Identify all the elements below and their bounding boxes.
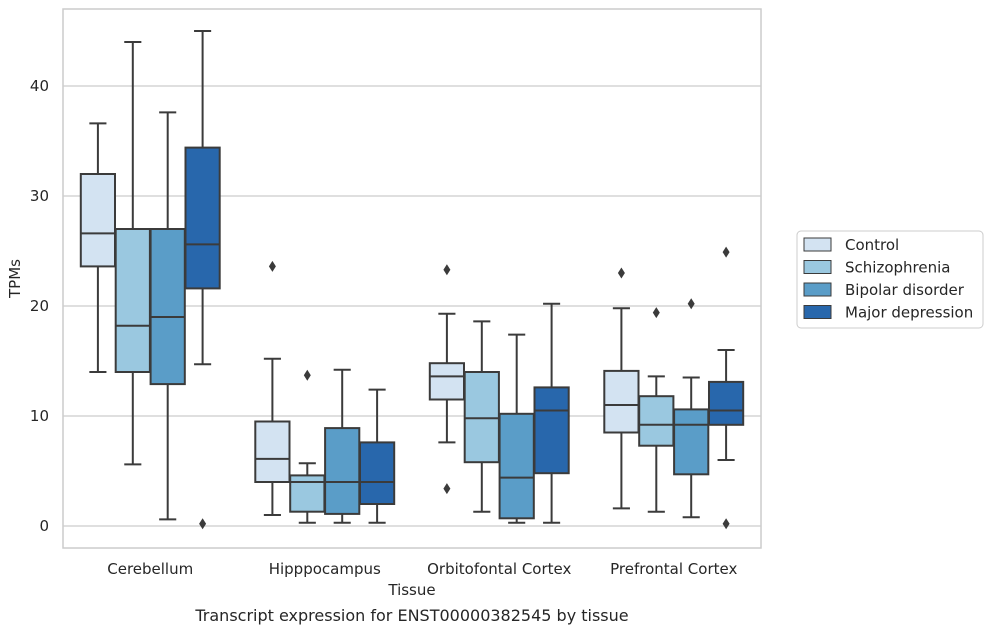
box-bipolar-disorder-cerebellum: [149, 111, 186, 521]
box-major-depression-cerebellum: [184, 30, 221, 530]
legend: Control Schizophrenia Bipolar disorder Majo…: [796, 230, 984, 329]
box-major-depression-prefrontal-cortex: [707, 246, 745, 530]
iqr-box: [603, 369, 640, 434]
y-axis-title: TPMs: [6, 259, 24, 299]
iqr-box: [289, 474, 326, 513]
outlier-point: [443, 264, 451, 276]
outlier-point: [617, 267, 625, 279]
outlier-point: [303, 369, 311, 381]
iqr-box: [79, 173, 117, 268]
box-bipolar-disorder-orbitofontal-cortex: [498, 333, 535, 524]
y-tick-label: 10: [30, 407, 49, 425]
legend-swatch: [803, 237, 832, 252]
legend-label: Control: [845, 236, 899, 254]
x-tick-label: Prefrontal Cortex: [610, 560, 737, 578]
outlier-point: [687, 298, 695, 310]
box-control-cerebellum: [79, 122, 117, 373]
box-bipolar-disorder-hipppocampus: [324, 368, 361, 524]
plot-frame: [62, 8, 762, 549]
iqr-box: [428, 362, 466, 401]
iqr-box: [707, 380, 745, 426]
x-axis-title: Tissue: [387, 581, 435, 599]
outlier-point: [722, 518, 730, 530]
legend-swatch: [803, 282, 832, 297]
legend-label: Bipolar disorder: [845, 281, 965, 299]
iqr-box: [149, 228, 186, 386]
y-tick-label: 20: [30, 297, 49, 315]
iqr-box: [254, 420, 291, 483]
box-schizophrenia-prefrontal-cortex: [638, 307, 675, 513]
y-tick-labels: 0 10 20 30 40: [30, 77, 49, 535]
iqr-box: [114, 228, 151, 373]
outlier-point: [268, 260, 276, 272]
outlier-point: [722, 246, 730, 258]
iqr-box: [533, 386, 570, 475]
y-tick-label: 0: [39, 517, 49, 535]
iqr-box: [184, 146, 221, 290]
x-tick-label: Cerebellum: [107, 560, 193, 578]
box-schizophrenia-hipppocampus: [289, 369, 326, 524]
x-tick-label: Hipppocampus: [269, 560, 381, 578]
legend-swatch: [803, 260, 832, 274]
iqr-box: [358, 441, 396, 505]
iqr-box: [463, 371, 500, 464]
box-schizophrenia-orbitofontal-cortex: [463, 320, 500, 513]
chart-caption: Transcript expression for ENST0000038254…: [194, 606, 628, 625]
box-major-depression-orbitofontal-cortex: [533, 302, 570, 524]
legend-label: Major depression: [845, 304, 973, 322]
y-tick-label: 40: [30, 77, 49, 95]
x-tick-label: Orbitofontal Cortex: [427, 560, 571, 578]
legend-frame: [796, 230, 984, 329]
box-control-hipppocampus: [254, 260, 291, 516]
box-schizophrenia-cerebellum: [114, 41, 151, 466]
box-major-depression-hipppocampus: [358, 388, 396, 524]
outlier-point: [443, 483, 451, 495]
iqr-box: [638, 395, 675, 447]
iqr-box: [324, 427, 361, 515]
y-tick-label: 30: [30, 187, 49, 205]
x-tick-labels: Cerebellum Hipppocampus Orbitofontal Corte…: [107, 560, 737, 578]
box-bipolar-disorder-prefrontal-cortex: [673, 298, 710, 519]
legend-label: Schizophrenia: [845, 259, 950, 277]
outlier-point: [652, 307, 660, 319]
outlier-point: [199, 518, 207, 530]
box-control-orbitofontal-cortex: [428, 264, 466, 495]
iqr-box: [498, 412, 535, 520]
legend-swatch: [803, 305, 832, 319]
box-layer: [79, 30, 745, 530]
box-control-prefrontal-cortex: [603, 267, 640, 510]
iqr-box: [673, 408, 710, 476]
